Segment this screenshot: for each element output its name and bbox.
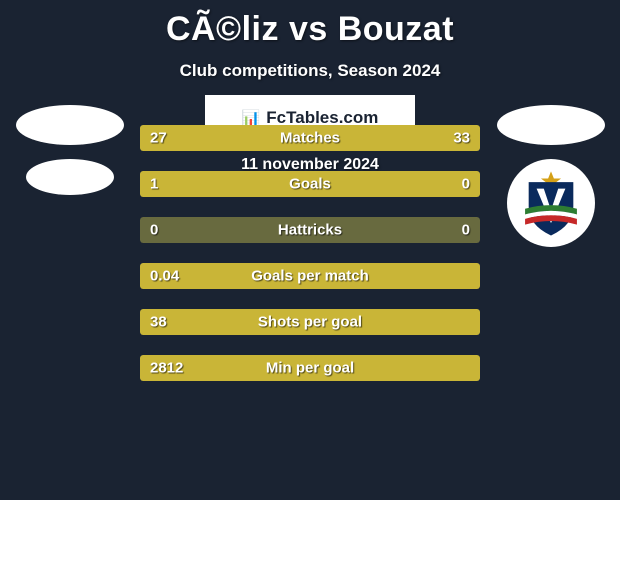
stat-row: 38 Shots per goal <box>140 309 480 335</box>
page-title: CÃ©liz vs Bouzat <box>0 0 620 49</box>
stat-row: 27 Matches 33 <box>140 125 480 151</box>
stat-value-right: 33 <box>453 130 470 147</box>
team-left-panel <box>12 105 127 209</box>
stat-label: Goals per match <box>251 268 369 285</box>
stat-label: Shots per goal <box>258 314 362 331</box>
stat-row: 0.04 Goals per match <box>140 263 480 289</box>
subtitle: Club competitions, Season 2024 <box>0 61 620 81</box>
team-crest-placeholder-left <box>26 159 114 195</box>
stat-row: 1 Goals 0 <box>140 171 480 197</box>
player-photo-placeholder-left <box>16 105 124 145</box>
velez-crest-icon <box>515 167 587 239</box>
stat-value-right: 0 <box>462 222 470 239</box>
watermark-icon: 📊 <box>242 109 261 127</box>
stat-row: 2812 Min per goal <box>140 355 480 381</box>
stat-label: Hattricks <box>278 222 342 239</box>
stat-label: Min per goal <box>266 360 354 377</box>
stat-value-left: 0.04 <box>150 268 179 285</box>
team-right-panel <box>493 105 608 247</box>
stat-value-left: 27 <box>150 130 167 147</box>
stat-label: Matches <box>280 130 340 147</box>
team-crest-right <box>507 159 595 247</box>
stats-container: 27 Matches 33 1 Goals 0 0 Hattricks 0 0.04 Goals p… <box>140 125 480 401</box>
stat-value-left: 2812 <box>150 360 183 377</box>
stat-value-right: 0 <box>462 176 470 193</box>
stat-row: 0 Hattricks 0 <box>140 217 480 243</box>
bar-fill-left <box>140 171 405 197</box>
player-photo-placeholder-right <box>497 105 605 145</box>
comparison-card: CÃ©liz vs Bouzat Club competitions, Seas… <box>0 0 620 500</box>
stat-value-left: 38 <box>150 314 167 331</box>
stat-value-left: 1 <box>150 176 158 193</box>
stat-label: Goals <box>289 176 331 193</box>
stat-value-left: 0 <box>150 222 158 239</box>
